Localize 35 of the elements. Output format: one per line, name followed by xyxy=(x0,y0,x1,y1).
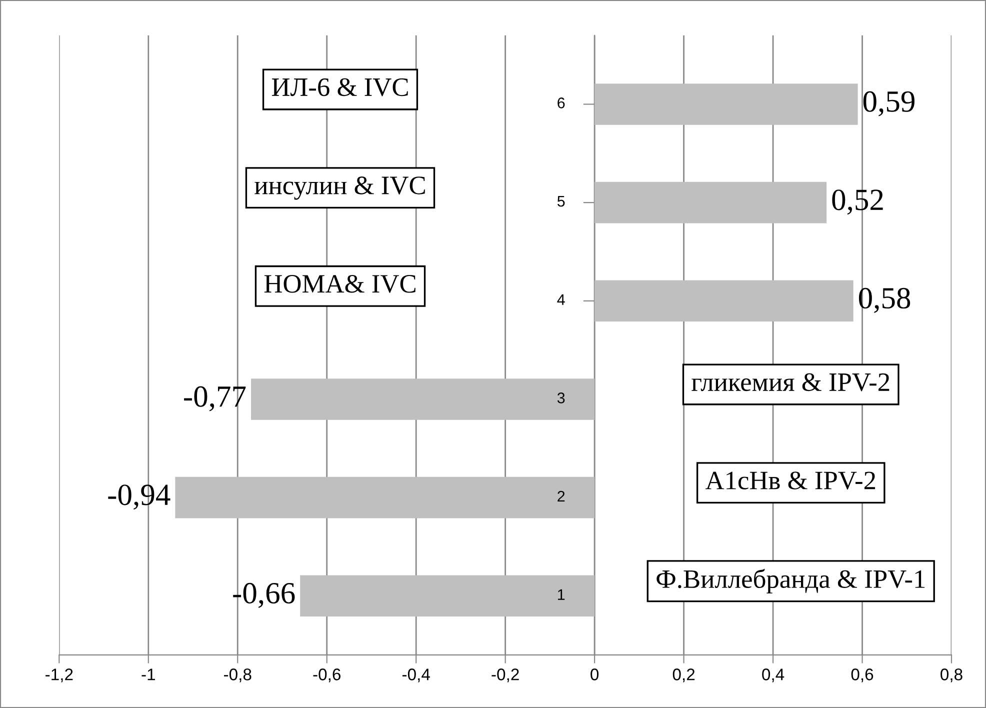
y-tick-label: 2 xyxy=(558,490,565,502)
x-tick-label: -0,8 xyxy=(224,668,252,682)
annotation: гликемия & IPV-2 xyxy=(692,373,890,392)
x-tick-label: -0,6 xyxy=(313,668,340,682)
data-label: -0,94 xyxy=(108,484,170,510)
y-tick-label: 6 xyxy=(558,98,565,108)
x-tick-label: -1 xyxy=(142,668,155,680)
x-tick-label: 0,2 xyxy=(672,668,695,682)
bar xyxy=(594,84,858,125)
data-label: -0,77 xyxy=(184,386,246,412)
bar xyxy=(175,476,595,518)
y-tick-label: 3 xyxy=(557,392,565,404)
bar xyxy=(594,182,827,224)
x-tick-label: 0 xyxy=(590,668,599,680)
data-label: 0,52 xyxy=(832,190,883,215)
x-tick-label: 0,8 xyxy=(940,668,962,682)
bar xyxy=(594,280,854,322)
x-tick-label: -0,2 xyxy=(492,668,519,682)
bar xyxy=(251,378,595,420)
y-tick-label: 1 xyxy=(558,589,565,600)
data-label: 0,59 xyxy=(863,91,914,116)
annotation: Ф.Виллебранда & IPV-1 xyxy=(656,568,925,594)
data-label: -0,66 xyxy=(233,582,295,608)
x-tick-label: -0,4 xyxy=(402,668,430,682)
x-tick-label: -1,2 xyxy=(46,668,73,682)
annotation: A1cHв & IPV-2 xyxy=(705,472,876,490)
annotation: инсулин & IVC xyxy=(254,176,425,200)
x-tick-label: 0,6 xyxy=(851,668,874,682)
y-tick-label: 5 xyxy=(557,196,565,207)
x-tick-label: 0,4 xyxy=(762,668,784,682)
y-tick-label: 4 xyxy=(557,294,565,305)
annotation: HOMA& IVC xyxy=(264,274,416,293)
bar xyxy=(300,575,595,617)
annotation: ИЛ-6 & IVC xyxy=(272,78,408,96)
data-label: 0,58 xyxy=(858,288,910,313)
